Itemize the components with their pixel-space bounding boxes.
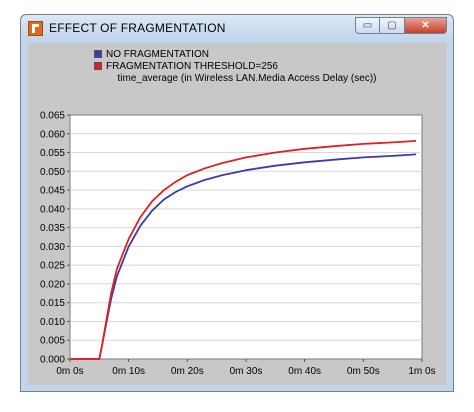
x-tick-label: 0m 40s — [288, 366, 321, 377]
title-bar[interactable]: EFFECT OF FRAGMENTATION ▭ ▢ ✕ — [21, 15, 453, 43]
window-controls: ▭ ▢ ✕ — [355, 17, 447, 35]
x-tick-label: 0m 50s — [347, 366, 380, 377]
y-tick-label: 0.025 — [40, 261, 65, 272]
y-tick-label: 0.060 — [40, 129, 65, 140]
chart-title: time_average (in Wireless LAN.Media Acce… — [117, 73, 377, 84]
minimize-button[interactable]: ▭ — [355, 17, 380, 34]
plot-area — [69, 114, 423, 360]
x-tick-label: 0m 20s — [171, 366, 204, 377]
y-tick-label: 0.055 — [40, 148, 65, 159]
legend-label: NO FRAGMENTATION — [106, 48, 209, 60]
window-title: EFFECT OF FRAGMENTATION — [49, 21, 226, 35]
legend-swatch-blue — [94, 50, 102, 58]
y-tick-label: 0.065 — [40, 111, 65, 122]
close-button[interactable]: ✕ — [405, 17, 447, 34]
plot-svg: 0.000 0.005 0.010 0.015 0.020 0.025 0.030 0.035… — [40, 111, 436, 378]
chart-window: EFFECT OF FRAGMENTATION ▭ ▢ ✕ NO FRAGMEN… — [20, 14, 454, 392]
x-tick-label: 1m 0s — [408, 366, 435, 377]
legend-swatch-red — [94, 62, 102, 70]
y-tick-label: 0.020 — [40, 279, 65, 290]
y-tick-label: 0.015 — [40, 298, 65, 309]
y-tick-label: 0.050 — [40, 167, 65, 178]
app-icon — [28, 21, 43, 36]
maximize-button[interactable]: ▢ — [380, 17, 405, 34]
legend-item-fragmentation-threshold: FRAGMENTATION THRESHOLD=256 — [94, 60, 278, 72]
x-tick-label: 0m 10s — [112, 366, 145, 377]
legend-label: FRAGMENTATION THRESHOLD=256 — [106, 60, 278, 72]
y-tick-label: 0.005 — [40, 336, 65, 347]
chart-panel: NO FRAGMENTATION FRAGMENTATION THRESHOLD… — [28, 43, 446, 385]
y-tick-label: 0.045 — [40, 186, 65, 197]
y-tick-label: 0.030 — [40, 242, 65, 253]
y-tick-label: 0.000 — [40, 355, 65, 366]
legend-item-no-fragmentation: NO FRAGMENTATION — [94, 48, 278, 60]
x-tick-label: 0m 0s — [56, 366, 83, 377]
series-line-fragmentation-threshold — [70, 140, 417, 360]
y-tick-label: 0.010 — [40, 317, 65, 328]
y-tick-label: 0.040 — [40, 204, 65, 215]
y-tick-label: 0.035 — [40, 223, 65, 234]
legend: NO FRAGMENTATION FRAGMENTATION THRESHOLD… — [94, 48, 278, 72]
x-tick-label: 0m 30s — [230, 366, 263, 377]
